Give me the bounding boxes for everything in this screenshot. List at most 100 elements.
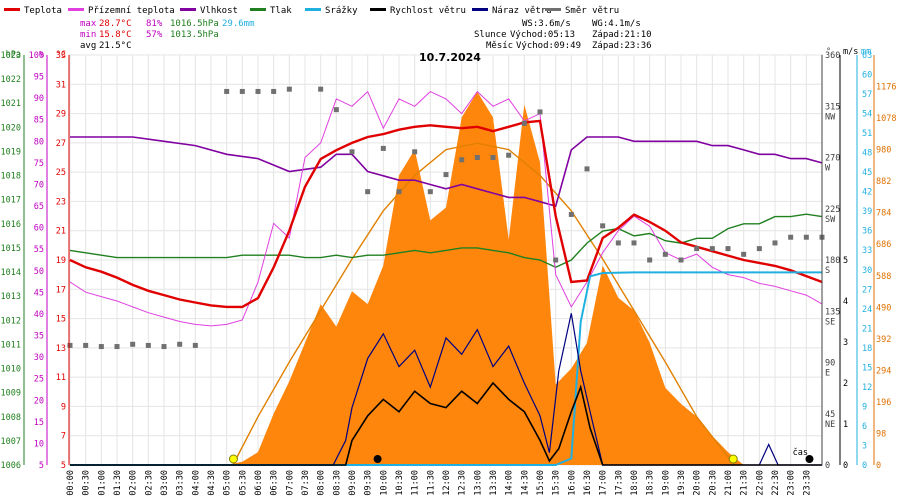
pressure-tick-label: 1022 [1,75,21,85]
x-tick-label: 08:00 [317,470,327,496]
wind-direction-point [412,149,418,155]
pressure-tick-label: 1008 [1,413,21,423]
x-tick-label: 19:00 [661,470,671,496]
temperature-tick-label: 33 [56,51,66,61]
direction-tick-label: 180 [825,256,840,266]
temperature-tick-label: 31 [56,80,66,90]
x-tick-label: 12:00 [442,470,452,496]
wind-direction-point [98,344,104,350]
temperature-tick-label: 17 [56,285,66,295]
stat-min-label: min [80,30,96,40]
legend-label: Srážky [325,6,358,16]
pressure-tick-label: 1019 [1,147,21,157]
temperature-tick-label: 9 [61,402,66,412]
wind-unit-label: m/s [843,47,858,57]
humidity-tick-label: 90 [34,94,44,104]
wind-direction-point [521,120,527,126]
x-tick-label: 17:30 [614,470,624,496]
rain-tick-label: 6 [862,422,867,432]
wind-direction-point [772,240,778,246]
stat-max-hum: 81% [146,19,163,29]
humidity-unit-label: % [39,50,44,60]
pressure-tick-label: 1016 [1,220,21,230]
x-tick-label: 03:00 [160,470,170,496]
wind-direction-point [647,257,653,263]
temperature-tick-label: 11 [56,373,66,383]
solar-tick-label: 784 [876,209,891,219]
rain-tick-label: 42 [862,188,872,198]
humidity-tick-label: 80 [34,137,44,147]
wind-direction-point [224,88,230,94]
direction-unit-label: ° [826,47,831,57]
rain-tick-label: 54 [862,110,872,120]
wind-direction-point [537,109,543,115]
info-sun-label: Slunce [474,30,507,40]
wind-direction-point [694,246,700,252]
solar-tick-label: 686 [876,240,891,250]
wind-direction-point [286,86,292,92]
x-tick-label: 10:30 [395,470,405,496]
stat-min-hum: 57% [146,30,163,40]
pressure-tick-label: 1015 [1,244,21,254]
x-tick-label: 20:30 [708,470,718,496]
wind-tick-label: 2 [843,379,848,389]
legend-swatch [305,8,321,11]
direction-tick-label: 225 [825,205,840,215]
solar-tick-label: 1176 [876,83,896,93]
pressure-tick-label: 1020 [1,123,21,133]
stat-min-temp: 15.8°C [99,30,132,40]
x-tick-label: 13:00 [473,470,483,496]
direction-compass-label: W [825,164,831,174]
wind-direction-point [318,86,324,92]
wind-direction-point [709,246,715,252]
pressure-tick-label: 1018 [1,172,21,182]
humidity-tick-label: 55 [34,245,44,255]
humidity-tick-label: 40 [34,310,44,320]
solar-tick-label: 980 [876,146,891,156]
rain-tick-label: 12 [862,383,872,393]
legend-swatch [250,8,266,11]
rain-line [70,271,822,466]
x-tick-label: 21:30 [740,470,750,496]
wind-direction-point [459,157,465,163]
x-tick-label: 22:00 [755,470,765,496]
moonset-marker [805,455,814,463]
humidity-tick-label: 15 [34,418,44,428]
temperature-tick-label: 29 [56,110,66,120]
humidity-tick-label: 60 [34,224,44,234]
temperature-tick-label: 7 [61,432,66,442]
temperature-tick-label: 15 [56,315,66,325]
x-tick-label: 17:00 [599,470,609,496]
wind-tick-label: 0 [843,461,848,471]
x-tick-label: 20:00 [693,470,703,496]
wind-direction-point [130,341,136,347]
wind-tick-label: 5 [843,256,848,266]
x-tick-label: 05:30 [238,470,248,496]
humidity-tick-label: 75 [34,159,44,169]
x-tick-label: 07:30 [301,470,311,496]
wind-direction-point [741,251,747,257]
x-tick-label: 16:30 [583,470,593,496]
wind-direction-point [67,342,73,348]
wind-direction-point [365,189,371,195]
temperature-tick-label: 13 [56,344,66,354]
direction-compass-label: NE [825,420,835,430]
x-tick-label: 14:30 [520,470,530,496]
x-tick-label: 23:30 [802,470,812,496]
humidity-tick-label: 50 [34,267,44,277]
pressure-tick-label: 1011 [1,340,21,350]
wind-direction-point [239,88,245,94]
rain-tick-label: 48 [862,149,872,159]
wind-direction-point [662,251,668,257]
x-tick-label: 06:00 [254,470,264,496]
x-tick-label: 15:30 [552,470,562,496]
axes-group: 00:00 00:30 01:00 01:30 02:00 02:30 03:00 03:30… [1,47,897,496]
rain-tick-label: 39 [862,207,872,217]
solar-tick-label: 392 [876,335,891,345]
stat-avg-temp: 21.5°C [99,41,132,51]
wind-direction-point [333,107,339,113]
temperature-tick-label: 19 [56,256,66,266]
solar-tick-label: 294 [876,366,891,376]
x-tick-label: 21:00 [724,470,734,496]
x-tick-label: 11:00 [411,470,421,496]
